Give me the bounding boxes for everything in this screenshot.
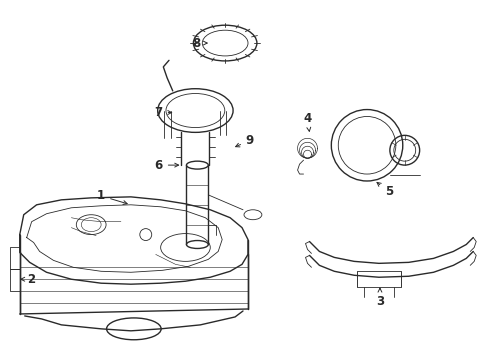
Text: 6: 6: [154, 159, 178, 172]
Text: 5: 5: [376, 183, 392, 198]
Text: 8: 8: [192, 37, 207, 50]
Bar: [356, 271, 400, 287]
Text: 1: 1: [97, 189, 127, 204]
Text: 3: 3: [375, 288, 383, 307]
Text: 7: 7: [154, 106, 171, 119]
Text: 9: 9: [235, 134, 254, 147]
Text: 4: 4: [303, 112, 311, 131]
Text: 2: 2: [21, 273, 36, 286]
